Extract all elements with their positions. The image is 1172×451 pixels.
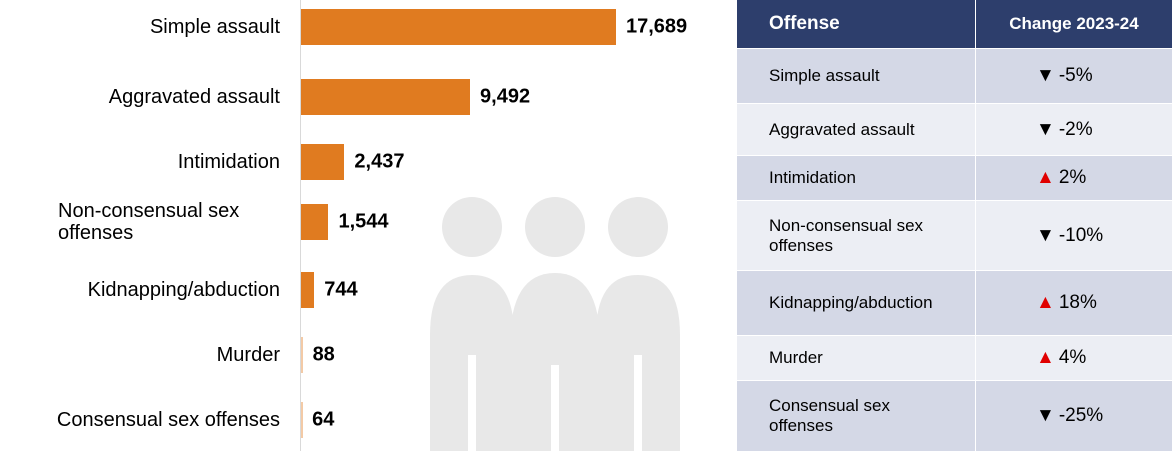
category-text: Murder <box>216 344 280 366</box>
value-label: 1,544 <box>338 210 389 233</box>
change-cell: ▲ 4% <box>975 335 1172 381</box>
value-label: 17,689 <box>626 15 688 38</box>
change-cell: ▼ -2% <box>975 103 1172 156</box>
category-text: Kidnapping/abduction <box>87 279 280 301</box>
category-text: Intimidation <box>177 151 280 173</box>
table-row: Aggravated assault ▼ -2% <box>737 103 1172 156</box>
change-cell: ▼ -10% <box>975 200 1172 271</box>
trend-arrow: ▼ <box>1036 405 1055 427</box>
offense-cell: Aggravated assault <box>737 103 976 156</box>
people-icon <box>430 197 680 451</box>
change-cell: ▲ 2% <box>975 155 1172 201</box>
category-label: Kidnapping/abduction <box>0 279 280 301</box>
change-value: -25% <box>1058 405 1104 427</box>
change-cell: ▼ -25% <box>975 380 1172 451</box>
table-row: Kidnapping/abduction ▲ 18% <box>737 270 1172 336</box>
table-row: Non-consensual sex offenses ▼ -10% <box>737 200 1172 271</box>
trend-arrow: ▼ <box>1036 224 1055 246</box>
offense-cell: Kidnapping/abduction <box>737 270 976 336</box>
bar <box>301 9 616 45</box>
bar <box>301 272 315 308</box>
category-text: Non-consensual sex offenses <box>58 200 240 244</box>
change-value: 18% <box>1058 292 1097 313</box>
change-value: 4% <box>1058 347 1087 368</box>
category-label: Consensual sex offenses <box>0 409 280 431</box>
offense-cell: Intimidation <box>737 155 976 201</box>
trend-arrow: ▲ <box>1036 292 1055 313</box>
table-row: Consensual sex offenses ▼ -25% <box>737 380 1172 451</box>
axis-line <box>300 0 301 451</box>
change-value: -2% <box>1058 118 1093 140</box>
value-label: 9,492 <box>480 85 531 108</box>
bar <box>301 144 345 180</box>
category-label: Simple assault <box>0 16 280 38</box>
category-label: Non-consensual sex offenses <box>0 200 280 244</box>
change-value: -5% <box>1058 65 1093 86</box>
header-cell: Offense <box>737 0 976 49</box>
category-label: Murder <box>0 344 280 366</box>
trend-arrow: ▲ <box>1036 347 1055 368</box>
value-label: 2,437 <box>354 150 405 173</box>
trend-arrow: ▼ <box>1036 118 1055 140</box>
change-cell: ▲ 18% <box>975 270 1172 336</box>
category-text: Simple assault <box>149 16 280 38</box>
change-cell: ▼ -5% <box>975 48 1172 104</box>
category-text: Aggravated assault <box>108 86 280 108</box>
table-row: Simple assault ▼ -5% <box>737 48 1172 104</box>
offense-cell: Non-consensual sex offenses <box>737 200 976 271</box>
offense-cell: Murder <box>737 335 976 381</box>
bar <box>301 204 329 240</box>
trend-arrow: ▼ <box>1036 65 1055 86</box>
category-label: Intimidation <box>0 151 280 173</box>
table-row: Intimidation ▲ 2% <box>737 155 1172 201</box>
change-value: 2% <box>1058 167 1087 188</box>
category-label: Aggravated assault <box>0 86 280 108</box>
offense-cell: Consensual sex offenses <box>737 380 976 451</box>
bar <box>301 402 303 438</box>
bar <box>301 337 303 373</box>
header-cell: Change 2023-24 <box>975 0 1172 49</box>
change-value: -10% <box>1058 224 1104 246</box>
change-table: Offense Change 2023-24 Simple assault ▼ -5… <box>737 0 1172 451</box>
value-label: 64 <box>312 408 335 431</box>
value-label: 88 <box>312 343 335 366</box>
value-label: 744 <box>324 278 358 301</box>
category-text: Consensual sex offenses <box>56 409 280 431</box>
bar <box>301 79 471 115</box>
offense-cell: Simple assault <box>737 48 976 104</box>
trend-arrow: ▲ <box>1036 167 1055 188</box>
table-row: Murder ▲ 4% <box>737 335 1172 381</box>
